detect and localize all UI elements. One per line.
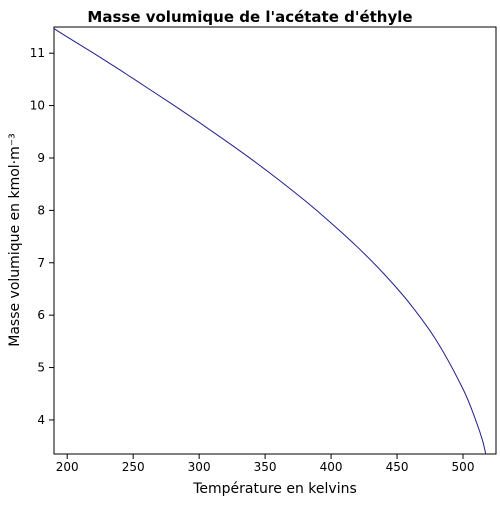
y-tick-label: 11 bbox=[30, 46, 45, 60]
x-tick-label: 400 bbox=[320, 460, 343, 474]
x-axis-label: Température en kelvins bbox=[192, 481, 357, 497]
plot-area: 200 250 300 350 400 450 500 4 5 6 7 8 9 10 11 bbox=[30, 26, 497, 474]
series-line bbox=[54, 28, 494, 454]
x-tick-label: 300 bbox=[188, 460, 211, 474]
y-axis-label: Masse volumique en kmol·m⁻³ bbox=[7, 133, 23, 347]
y-tick-label: 6 bbox=[37, 308, 45, 322]
y-tick-label: 9 bbox=[37, 151, 45, 165]
y-tick-label: 4 bbox=[37, 413, 45, 427]
x-tick-label: 200 bbox=[56, 460, 79, 474]
x-tick-label: 500 bbox=[452, 460, 475, 474]
x-tick-label: 350 bbox=[254, 460, 277, 474]
y-tick-label: 7 bbox=[37, 256, 45, 270]
y-tick-label: 8 bbox=[37, 203, 45, 217]
chart-title: Masse volumique de l'acétate d'éthyle bbox=[87, 8, 412, 26]
x-tick-label: 450 bbox=[386, 460, 409, 474]
plot-frame bbox=[53, 26, 497, 455]
x-tick-label: 250 bbox=[122, 460, 145, 474]
y-tick-label: 10 bbox=[30, 99, 45, 113]
y-tick-label: 5 bbox=[37, 361, 45, 375]
